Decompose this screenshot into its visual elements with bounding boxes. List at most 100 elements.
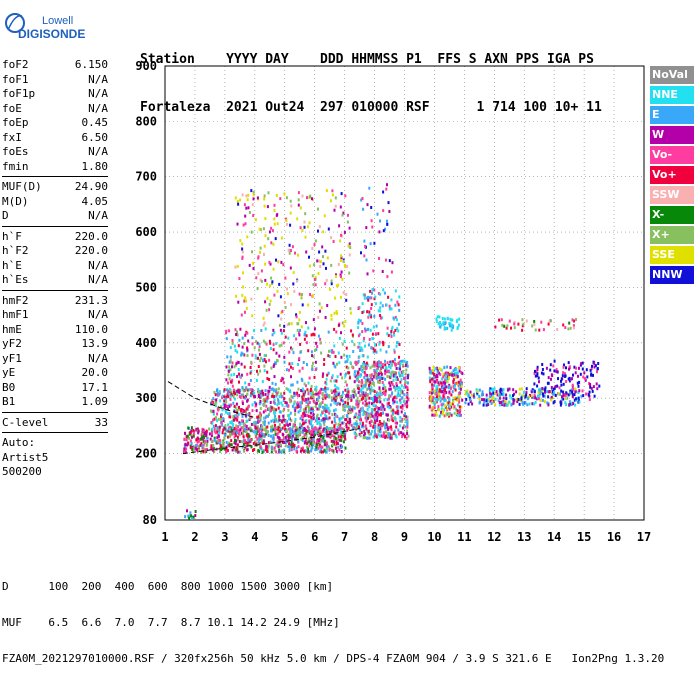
data-point [319, 405, 322, 408]
data-point [272, 267, 275, 271]
data-point [317, 334, 320, 338]
data-point [443, 397, 446, 401]
data-point [246, 354, 249, 357]
data-point [241, 293, 244, 297]
data-point [307, 381, 310, 385]
data-point [508, 394, 511, 398]
data-point [382, 376, 385, 380]
data-point [578, 400, 581, 404]
legend-item: W [650, 126, 694, 144]
data-point [227, 423, 230, 427]
data-point [281, 439, 283, 442]
data-point [363, 254, 366, 258]
data-point [348, 406, 351, 410]
param-row: B0 17.1 [2, 381, 108, 396]
data-point [283, 407, 286, 411]
data-point [267, 393, 270, 397]
data-point [333, 208, 336, 212]
data-point [398, 355, 400, 359]
data-point [327, 354, 330, 358]
data-point [358, 416, 361, 420]
data-point [234, 265, 237, 269]
data-point [394, 371, 397, 375]
data-point [325, 404, 328, 408]
data-point [429, 370, 431, 374]
data-point [319, 341, 322, 345]
data-point [576, 397, 579, 401]
data-point [400, 384, 403, 388]
data-point [231, 420, 234, 423]
data-point [589, 383, 592, 386]
data-point [255, 430, 258, 434]
data-point [400, 378, 403, 382]
data-point [274, 414, 277, 418]
data-point [293, 400, 296, 404]
data-point [390, 409, 393, 413]
data-point [428, 376, 431, 380]
y-tick-label: 400 [135, 336, 157, 350]
data-point [382, 343, 385, 347]
data-point [367, 295, 370, 299]
data-point [460, 383, 463, 387]
data-point [336, 432, 339, 436]
x-tick-label: 13 [517, 530, 531, 544]
data-point [335, 386, 338, 390]
data-point [324, 282, 327, 286]
data-point [358, 409, 361, 413]
data-point [457, 380, 460, 384]
data-point [438, 383, 441, 387]
data-point [330, 282, 333, 286]
data-point [536, 372, 539, 376]
data-point [354, 413, 357, 417]
data-point [400, 410, 403, 414]
data-point [306, 445, 308, 449]
data-point [382, 383, 385, 387]
data-point [227, 391, 230, 395]
data-point [206, 442, 209, 446]
data-point [344, 418, 347, 422]
data-point [304, 212, 307, 216]
data-point [435, 400, 438, 404]
data-point [349, 417, 351, 421]
data-point [366, 436, 369, 440]
param-row: h`E N/A [2, 259, 108, 274]
data-point [399, 387, 402, 391]
data-point [442, 402, 445, 406]
data-point [282, 341, 285, 345]
data-point [221, 394, 224, 398]
data-point [257, 391, 260, 394]
data-point [225, 400, 228, 404]
data-point [307, 404, 310, 408]
data-point [236, 389, 239, 393]
data-point [276, 289, 279, 293]
data-point [361, 330, 364, 334]
data-point [225, 429, 228, 433]
data-point [263, 194, 266, 198]
data-point [291, 347, 294, 351]
data-point [316, 422, 319, 425]
data-point [516, 400, 519, 403]
data-point [284, 306, 287, 309]
data-point [375, 396, 378, 400]
data-point [354, 422, 357, 426]
data-point [547, 395, 550, 399]
data-point [254, 218, 257, 222]
data-point [390, 372, 393, 376]
data-point [406, 385, 409, 389]
data-point [489, 387, 492, 391]
data-point [257, 395, 260, 398]
data-point [581, 389, 584, 393]
data-point [283, 192, 286, 196]
data-point [368, 310, 371, 314]
data-point [371, 410, 374, 414]
data-point [572, 324, 575, 328]
data-point [247, 413, 250, 416]
data-point [230, 426, 233, 430]
data-point [315, 341, 318, 345]
data-point [571, 390, 574, 394]
data-point [259, 418, 262, 422]
data-point [492, 391, 495, 395]
data-point [240, 426, 243, 430]
data-point [372, 325, 375, 329]
data-point [249, 379, 252, 382]
